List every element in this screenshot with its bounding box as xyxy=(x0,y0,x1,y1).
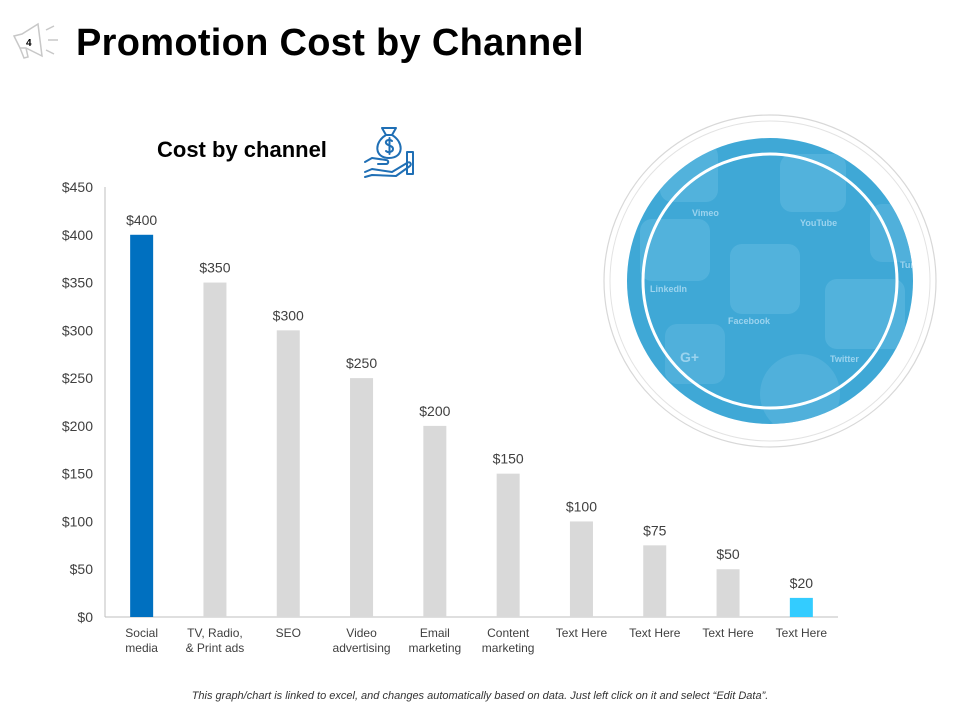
money-bag-hand-icon xyxy=(364,127,414,178)
x-tick-label: TV, Radio, xyxy=(187,626,243,640)
x-tick-label: marketing xyxy=(409,641,462,655)
image-label-youtube: YouTube xyxy=(800,218,837,228)
bar xyxy=(350,378,374,617)
data-label: $20 xyxy=(790,575,814,591)
y-tick-label: $450 xyxy=(62,179,93,195)
bar xyxy=(569,521,593,617)
y-tick-label: $150 xyxy=(62,466,93,482)
bar xyxy=(716,569,740,617)
y-tick-label: $50 xyxy=(70,561,94,577)
data-label: $350 xyxy=(199,260,230,276)
image-label-facebook: Facebook xyxy=(728,316,771,326)
x-tick-label: Social xyxy=(125,626,158,640)
megaphone-icon xyxy=(12,22,58,59)
y-tick-label: $0 xyxy=(77,609,93,625)
bar xyxy=(496,473,520,617)
y-tick-label: $250 xyxy=(62,370,93,386)
data-label: $250 xyxy=(346,355,377,371)
data-label: $400 xyxy=(126,212,157,228)
x-tick-label: marketing xyxy=(482,641,535,655)
bar-chart: $0 $50 $100 $150 $200 $250 $300 $350 $400 $450 $40… xyxy=(62,179,838,655)
y-tick-label: $100 xyxy=(62,513,93,529)
data-label: $200 xyxy=(419,403,450,419)
bar xyxy=(130,234,154,617)
page-title: Promotion Cost by Channel xyxy=(76,22,584,64)
image-label-tumblr: Tumblr xyxy=(900,260,930,270)
data-label: $75 xyxy=(643,522,667,538)
x-tick-label: & Print ads xyxy=(186,641,245,655)
x-tick-label: Video xyxy=(346,626,377,640)
footnote: This graph/chart is linked to excel, and… xyxy=(191,690,769,702)
x-tick-label: media xyxy=(125,641,158,655)
y-tick-label: $400 xyxy=(62,227,93,243)
x-tick-label: Text Here xyxy=(702,626,754,640)
x-tick-label: advertising xyxy=(333,641,391,655)
bar xyxy=(789,597,813,617)
image-label-linkedin: LinkedIn xyxy=(650,284,687,294)
y-tick-label: $350 xyxy=(62,275,93,291)
bar xyxy=(203,282,227,617)
bar xyxy=(423,425,447,617)
slide-number: 4 xyxy=(26,38,32,49)
x-tick-label: Content xyxy=(487,626,530,640)
data-label: $100 xyxy=(566,498,597,514)
data-label: $150 xyxy=(493,451,524,467)
x-tick-label: Email xyxy=(420,626,450,640)
data-label: $300 xyxy=(273,307,304,323)
chart-heading: Cost by channel xyxy=(157,137,327,162)
social-media-circle-image: Vimeo YouTube Tumblr LinkedIn Facebook T… xyxy=(603,114,937,448)
bar xyxy=(276,330,300,617)
data-label: $50 xyxy=(716,546,740,562)
x-tick-label: Text Here xyxy=(776,626,828,640)
image-label-twitter: Twitter xyxy=(830,354,859,364)
x-tick-label: Text Here xyxy=(629,626,681,640)
y-tick-label: $300 xyxy=(62,322,93,338)
image-label-gplus: G+ xyxy=(680,349,699,365)
image-label-vimeo: Vimeo xyxy=(692,208,719,218)
x-tick-label: SEO xyxy=(276,626,301,640)
y-tick-label: $200 xyxy=(62,418,93,434)
bar xyxy=(643,545,667,617)
x-tick-label: Text Here xyxy=(556,626,608,640)
